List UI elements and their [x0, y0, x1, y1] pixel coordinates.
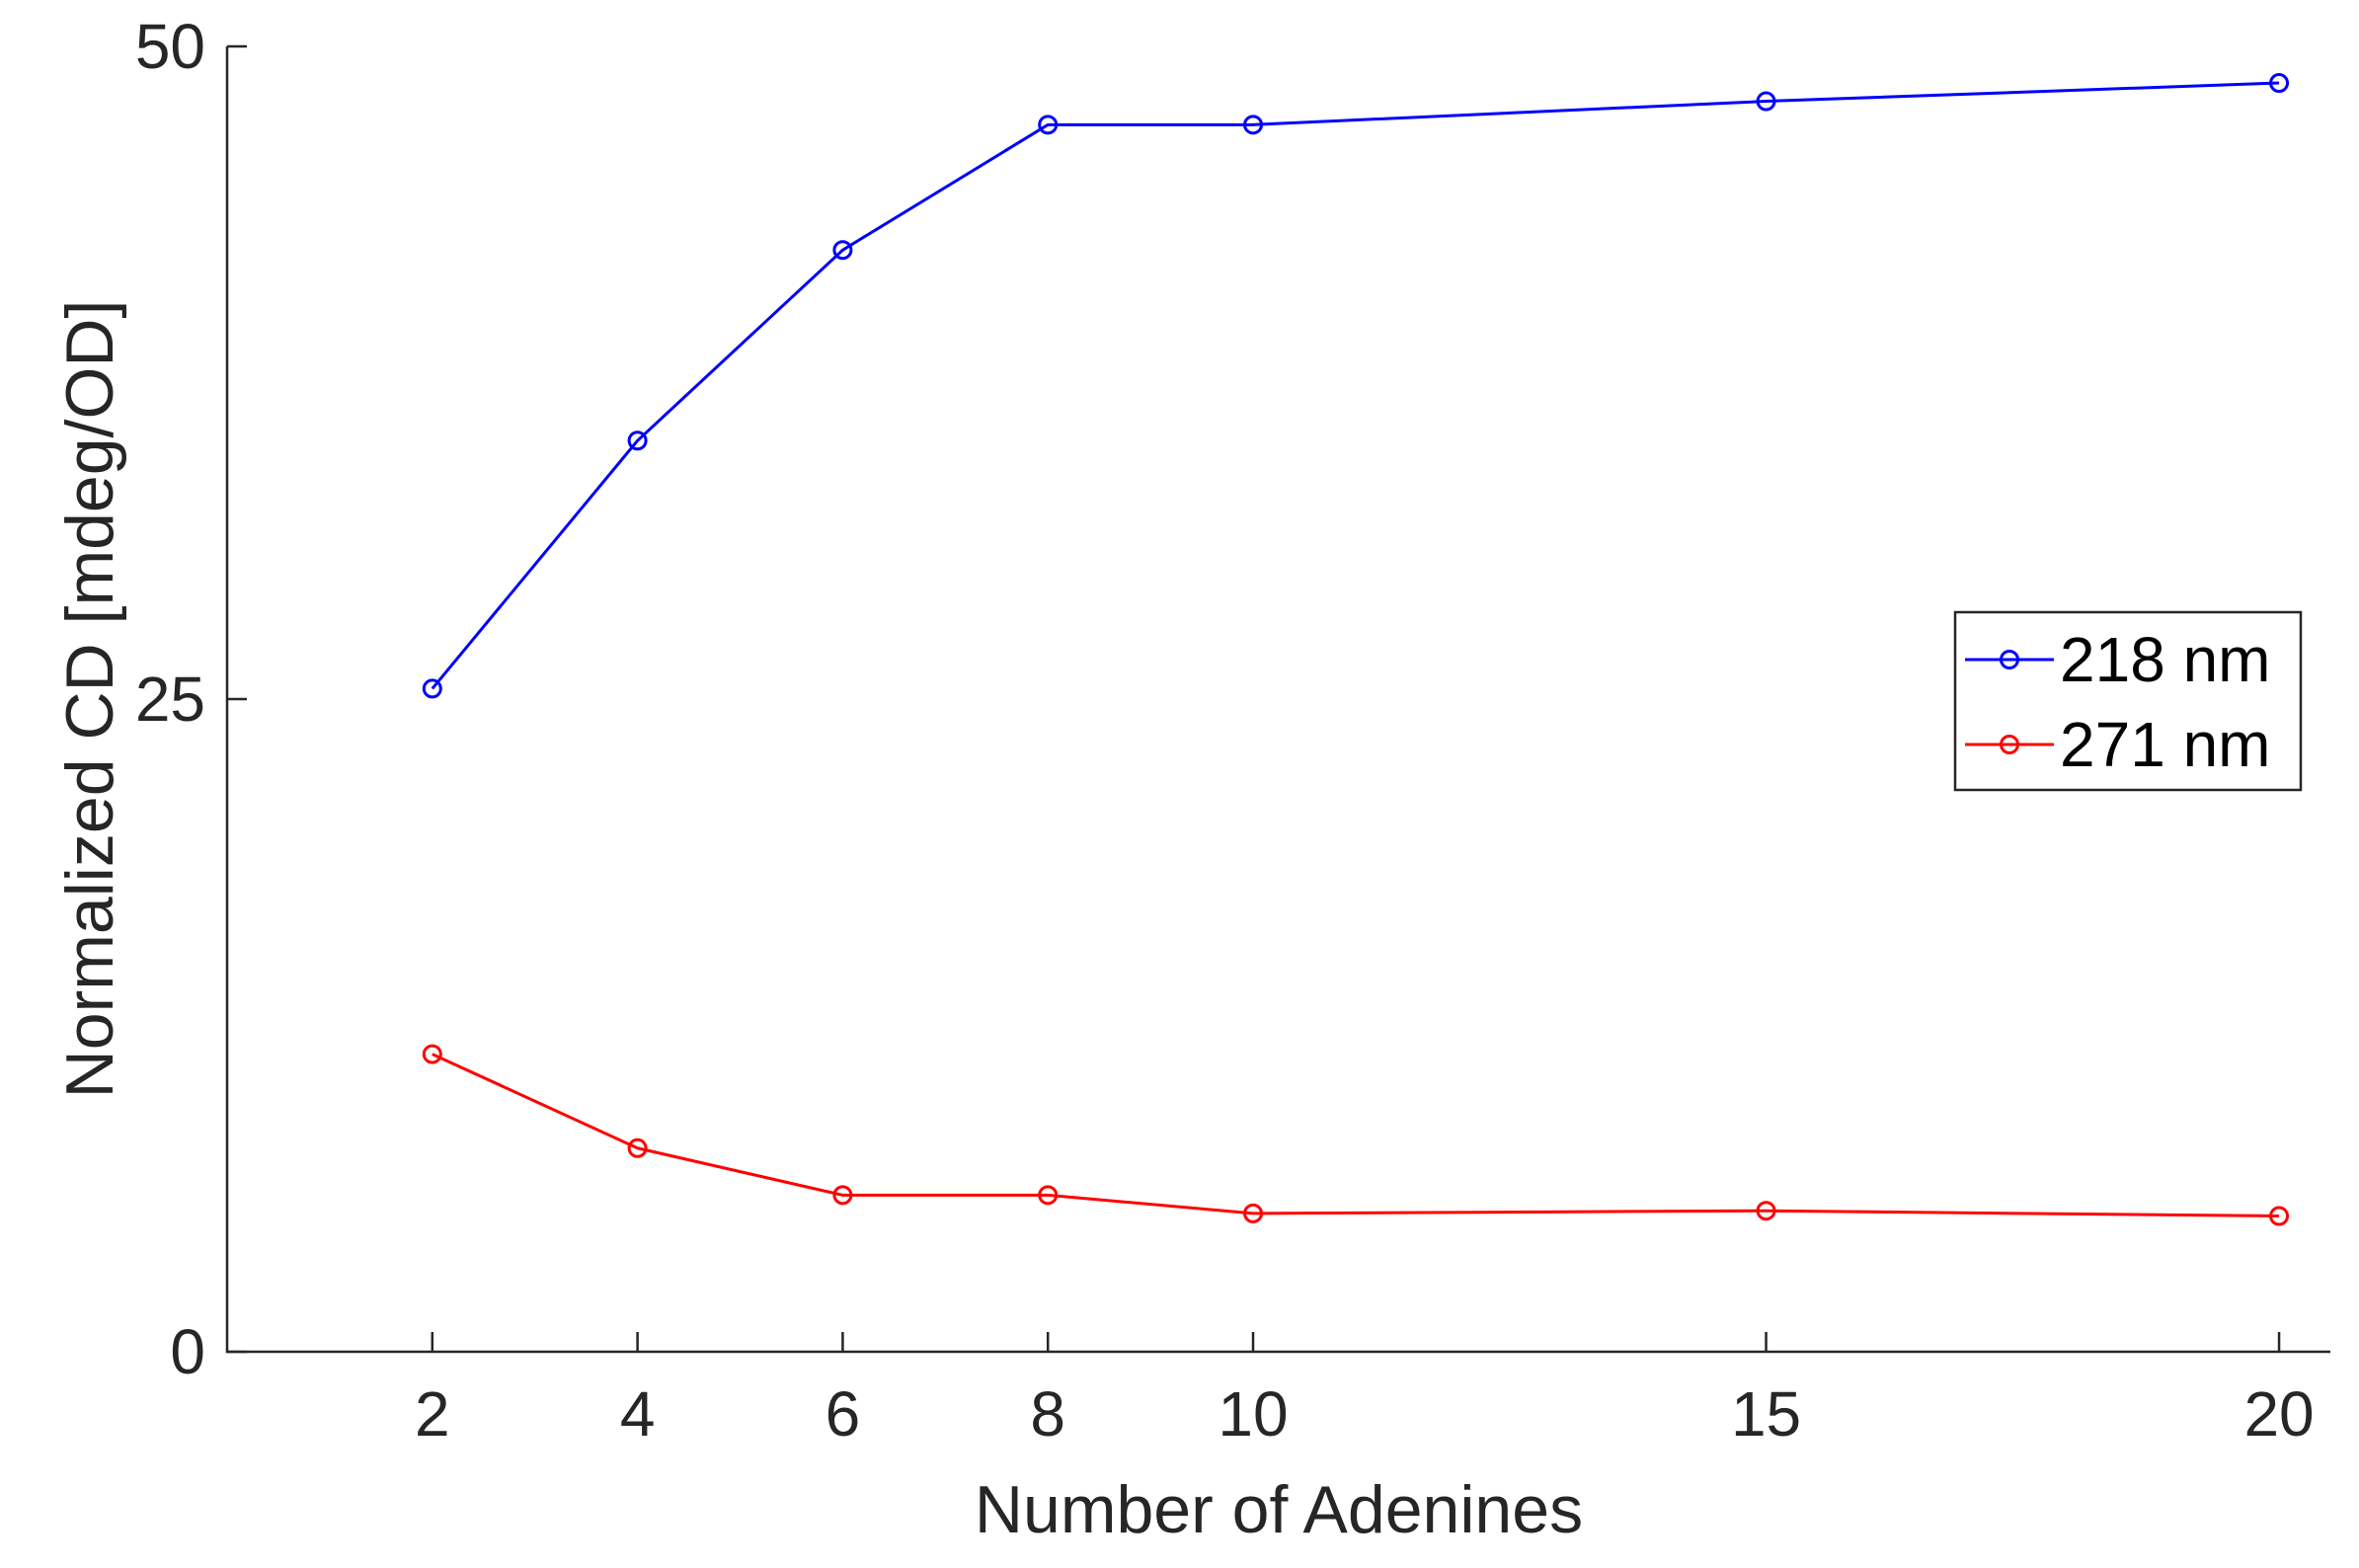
- data-point: [1756, 1201, 1776, 1221]
- data-point: [2269, 73, 2290, 94]
- y-tick-label: 0: [170, 1316, 205, 1387]
- data-point: [832, 1185, 853, 1206]
- legend-label: 218 nm: [2060, 624, 2270, 695]
- x-tick-label: 4: [620, 1378, 656, 1450]
- y-tick-label: 25: [135, 664, 205, 735]
- data-point: [1243, 115, 1264, 135]
- series-1: [422, 1044, 2290, 1226]
- tick-labels: 2 4 6 8 10 15 20 0 25 50: [135, 11, 2315, 1450]
- data-point: [422, 1044, 442, 1064]
- y-axis-label: Normalized CD [mdeg/OD]: [52, 300, 127, 1099]
- data-point: [1038, 1185, 1059, 1206]
- data-point: [1038, 115, 1059, 135]
- series-0: [422, 73, 2290, 699]
- x-tick-label: 2: [415, 1378, 450, 1450]
- series-line: [431, 81, 2280, 690]
- legend-entry: 218 nm: [1965, 624, 2270, 695]
- x-tick-label: 20: [2243, 1378, 2314, 1450]
- data-point: [2269, 1206, 2290, 1226]
- data-point: [422, 678, 442, 699]
- y-tick-label: 50: [135, 11, 205, 82]
- x-axis-label: Number of Adenines: [975, 1472, 1583, 1547]
- series-line: [432, 1053, 2280, 1218]
- legend: 218 nm 271 nm: [1953, 610, 2303, 792]
- legend-marker: [2000, 735, 2019, 754]
- series-layer: [422, 73, 2290, 1226]
- data-point: [1756, 91, 1776, 112]
- data-point: [627, 431, 648, 451]
- x-tick-label: 6: [826, 1378, 861, 1450]
- axis-frame: [225, 46, 2330, 1354]
- legend-box: [1953, 610, 2303, 792]
- x-tick-label: 8: [1030, 1378, 1065, 1450]
- legend-entry: 271 nm: [1965, 709, 2270, 780]
- data-point: [832, 240, 853, 261]
- data-point: [627, 1137, 648, 1158]
- legend-label: 271 nm: [2060, 709, 2270, 780]
- legend-marker: [2000, 650, 2019, 669]
- data-point: [1243, 1203, 1264, 1223]
- x-tick-label: 10: [1218, 1378, 1288, 1450]
- x-tick-label: 15: [1731, 1378, 1801, 1450]
